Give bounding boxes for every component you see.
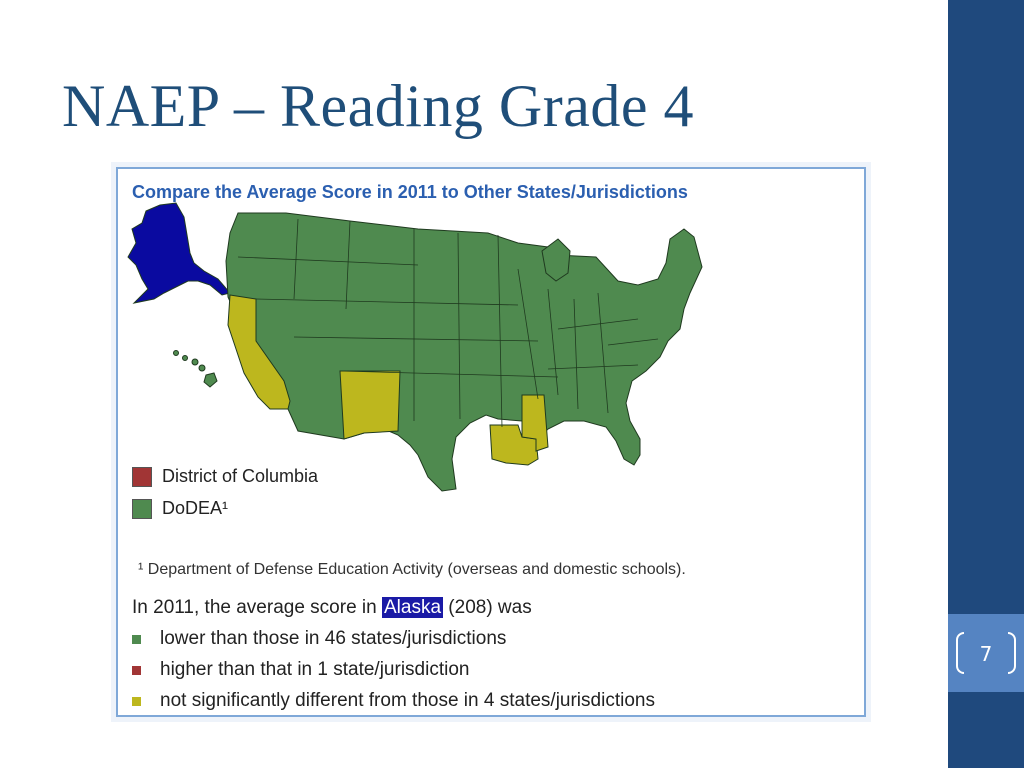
bullet-higher-icon — [132, 666, 141, 675]
summary-prefix: In 2011, the average score in — [132, 597, 382, 618]
bullet-lower-icon — [132, 635, 141, 644]
map-region-contiguous-us — [225, 212, 703, 492]
legend-swatch-lower — [132, 499, 152, 519]
us-map — [127, 202, 703, 492]
map-region-alaska — [127, 202, 231, 304]
map-region-california — [227, 294, 291, 410]
legend-label: District of Columbia — [162, 466, 319, 486]
legend-label: DoDEA¹ — [162, 498, 229, 518]
map-region-louisiana — [489, 424, 539, 466]
figure-title: Compare the Average Score in 2011 to Oth… — [132, 182, 688, 202]
summary-line: In 2011, the average score in Alaska (20… — [132, 597, 532, 619]
left-brace-icon — [956, 632, 964, 674]
summary-suffix: (208) was — [443, 597, 532, 618]
naep-figure: Compare the Average Score in 2011 to Oth… — [116, 167, 866, 717]
map-region-east — [541, 238, 571, 282]
bullet-not-significant-icon — [132, 697, 141, 706]
summary-item-text: higher than that in 1 state/jurisdiction — [160, 659, 470, 680]
slide-title: NAEP – Reading Grade 4 — [62, 73, 694, 139]
summary-item-text: lower than those in 46 states/jurisdicti… — [160, 628, 507, 649]
legend-swatch-higher — [132, 467, 152, 487]
highlighted-state: Alaska — [381, 597, 444, 618]
map-region-hawaii — [173, 350, 218, 388]
map-region-mississippi — [521, 394, 549, 452]
summary-item-text: not significantly different from those i… — [160, 690, 655, 711]
page-number-box: 7 — [948, 614, 1024, 692]
state-borders — [237, 218, 659, 428]
footnote: ¹ Department of Defense Education Activi… — [138, 561, 686, 578]
page-number: 7 — [979, 642, 993, 666]
figure-frame: Compare the Average Score in 2011 to Oth… — [111, 162, 871, 722]
map-region-new-mexico — [339, 370, 401, 440]
